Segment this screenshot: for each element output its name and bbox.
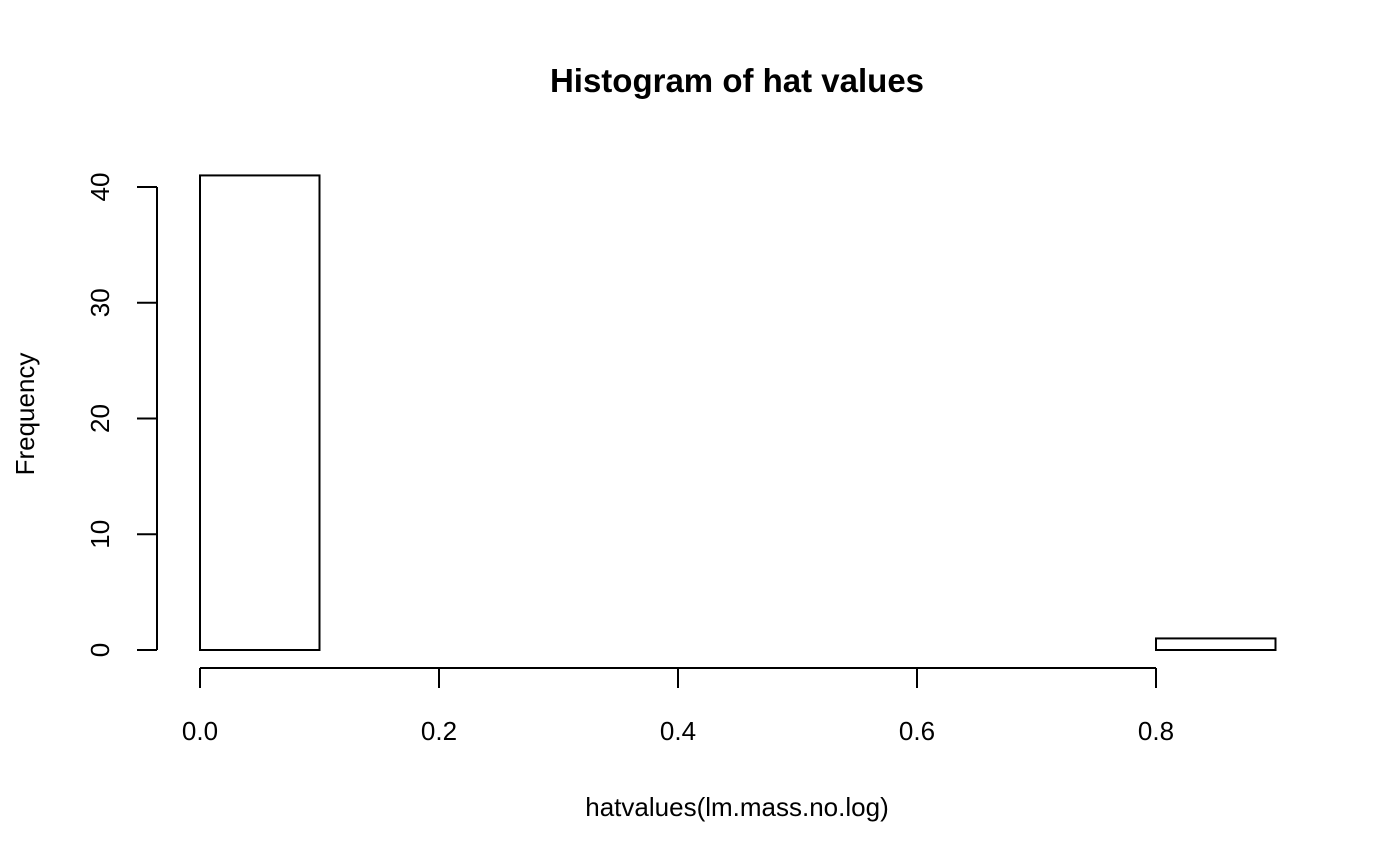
x-tick-label: 0.2 [421,716,457,746]
histogram-bar-8 [1155,637,1277,651]
y-tick-label: 20 [85,404,115,433]
bars-group [199,174,1277,652]
histogram-bar-0 [199,174,321,652]
y-tick-label: 30 [85,288,115,317]
y-axis: 0 10 20 30 40 [85,173,158,657]
x-tick-label: 0.4 [660,716,696,746]
x-axis-label: hatvalues(lm.mass.no.log) [585,792,888,822]
x-tick-label: 0.8 [1138,716,1174,746]
y-tick-label: 10 [85,520,115,549]
y-tick-label: 40 [85,173,115,202]
x-tick-label: 0.6 [899,716,935,746]
chart-title: Histogram of hat values [550,62,924,99]
x-axis: 0.0 0.2 0.4 0.6 0.8 [182,667,1174,746]
x-tick-label: 0.0 [182,716,218,746]
y-tick-label: 0 [85,643,115,657]
y-axis-label: Frequency [10,353,40,476]
